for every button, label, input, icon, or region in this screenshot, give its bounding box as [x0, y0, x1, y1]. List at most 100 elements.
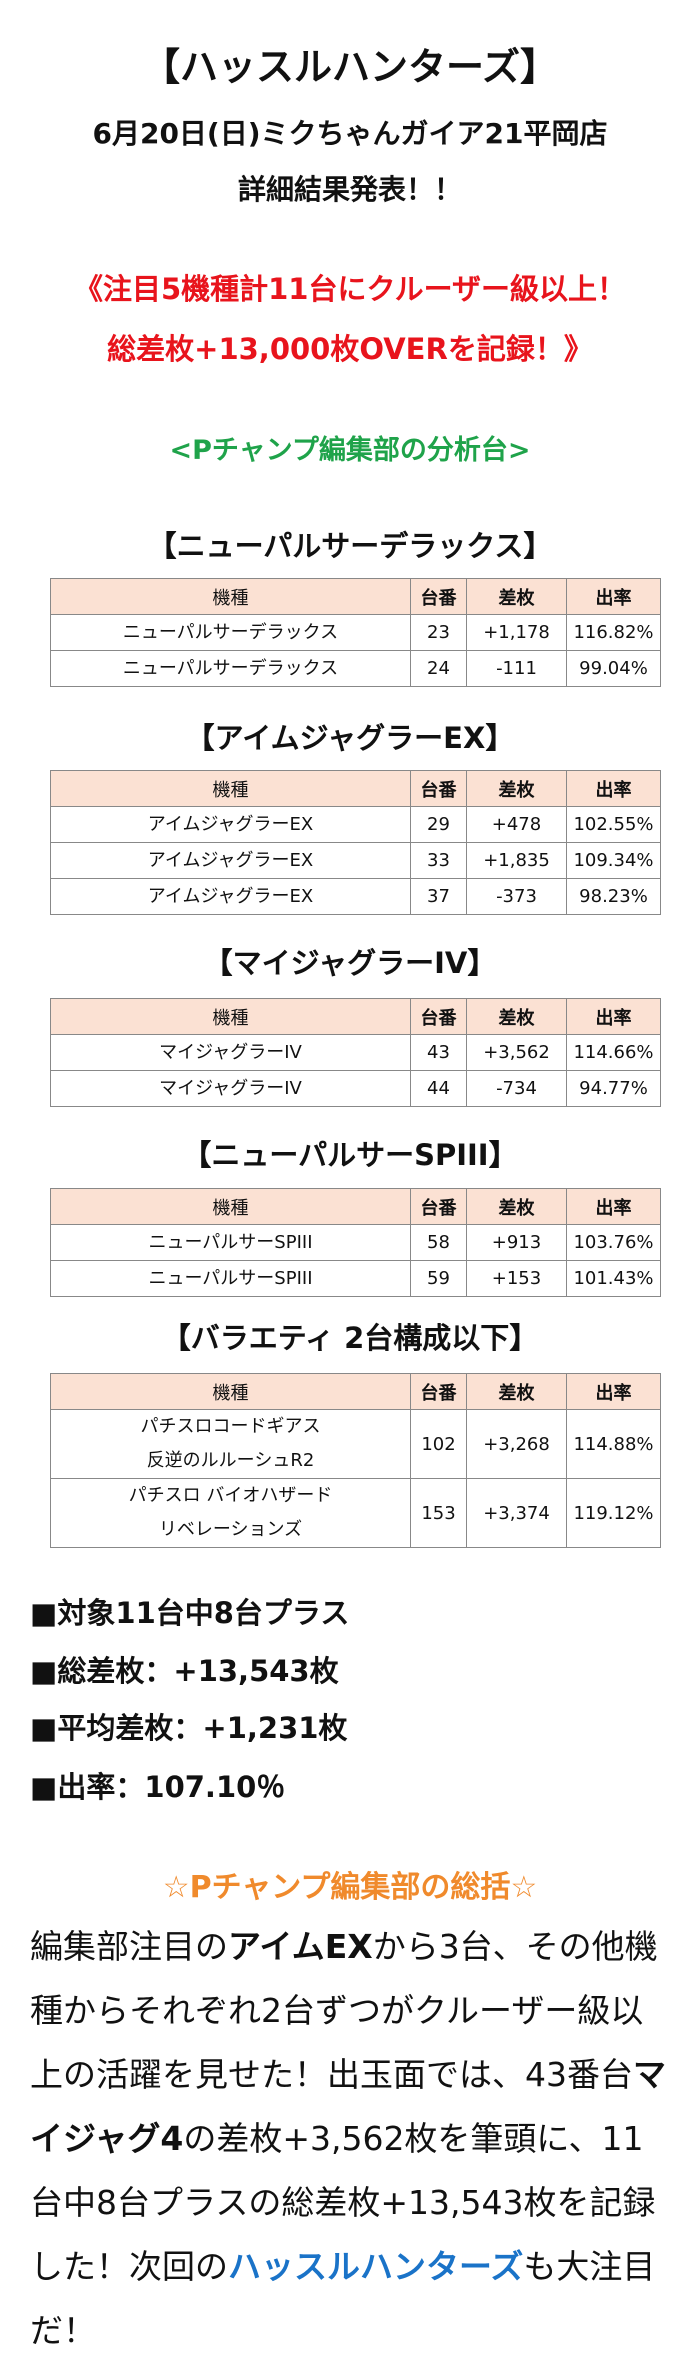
cell-line: リベレーションズ	[158, 1519, 303, 1540]
header-row: 機種 台番 差枚 出率	[50, 1188, 661, 1225]
cell-line: ニューパルサーデラックス	[122, 621, 339, 643]
row: アイムジャグラーEX 37 -373 98.23%	[50, 878, 661, 915]
row: マイジャグラーIV 44 -734 94.77%	[50, 1070, 661, 1107]
cell: +1,835	[466, 842, 567, 879]
header-row: 機種 台番 差枚 出率	[50, 578, 661, 615]
cell: 109.34%	[566, 842, 661, 879]
cell-line: パチスロコードギアス	[140, 1416, 321, 1437]
cell: +3,562	[466, 1034, 567, 1071]
subtitle: 6月20日(日)ミクちゃんガイア21平岡店	[92, 117, 608, 150]
table-heading: 【ニューパルサーデラックス】	[147, 529, 553, 563]
header-cell: 差枚	[466, 998, 567, 1035]
cell-line: ニューパルサーSPIII	[148, 1231, 313, 1253]
table: 機種 台番 差枚 出率 マイジャグラーIV 43 +3,562 114.66% マイジャグラーI…	[50, 998, 661, 1107]
cell: -111	[466, 650, 567, 687]
text: 編集部注目の	[30, 1927, 228, 1966]
cell: +913	[466, 1224, 567, 1261]
row: ニューパルサーデラックス 24 -111 99.04%	[50, 650, 661, 687]
header-cell: 出率	[566, 578, 661, 615]
cell: 114.66%	[566, 1034, 661, 1071]
header-cell: 差枚	[466, 770, 567, 807]
cell: 29	[410, 806, 467, 843]
table-heading: 【マイジャグラーIV】	[203, 946, 497, 980]
cell: ニューパルサーSPIII	[50, 1260, 411, 1297]
header-row: 機種 台番 差枚 出率	[50, 998, 661, 1035]
conclusion-text: 編集部注目のアイムEXから3台、その他機種からそれぞれ2台ずつがクルーザー級以上…	[30, 1915, 675, 2363]
summary-line: ■出率：107.10％	[30, 1770, 286, 1804]
table-heading: 【バラエティ 2台構成以下】	[161, 1321, 539, 1355]
header-cell: 機種	[50, 1373, 411, 1410]
cell: パチスロ バイオハザード リベレーションズ	[50, 1478, 411, 1548]
cell: -373	[466, 878, 567, 915]
cell: ニューパルサーデラックス	[50, 650, 411, 687]
cell-line: ニューパルサーデラックス	[122, 657, 339, 679]
row: パチスロコードギアス 反逆のルルーシュR2 102 +3,268 114.88%	[50, 1409, 661, 1479]
header-cell: 差枚	[466, 1188, 567, 1225]
cell: マイジャグラーIV	[50, 1070, 411, 1107]
header-row: 機種 台番 差枚 出率	[50, 1373, 661, 1410]
highlight: 《注目5機種計11台にクルーザー級以上！	[73, 272, 627, 306]
table-heading: 【アイムジャグラーEX】	[185, 721, 515, 755]
text: の差枚+3,562枚を筆頭に、11台中8台プラスの総差枚+13,543枚を記録し…	[30, 2119, 656, 2286]
cell: 102	[410, 1409, 467, 1479]
cell-line: 反逆のルルーシュR2	[146, 1450, 315, 1471]
row: ニューパルサーSPIII 58 +913 103.76%	[50, 1224, 661, 1261]
cell-line: マイジャグラーIV	[159, 1041, 302, 1063]
header-cell: 差枚	[466, 1373, 567, 1410]
header-cell: 出率	[566, 1188, 661, 1225]
cell: マイジャグラーIV	[50, 1034, 411, 1071]
row: ニューパルサーデラックス 23 +1,178 116.82%	[50, 614, 661, 651]
cell-line: ニューパルサーSPIII	[148, 1267, 313, 1289]
cell: 43	[410, 1034, 467, 1071]
header-cell: 出率	[566, 770, 661, 807]
cell: アイムジャグラーEX	[50, 842, 411, 879]
cell: 114.88%	[566, 1409, 661, 1479]
header-cell: 出率	[566, 1373, 661, 1410]
cell: アイムジャグラーEX	[50, 878, 411, 915]
header-cell: 機種	[50, 998, 411, 1035]
header-cell: 台番	[410, 578, 467, 615]
cell-line: アイムジャグラーEX	[147, 849, 314, 871]
cell: +3,268	[466, 1409, 567, 1479]
header-cell: 台番	[410, 1373, 467, 1410]
header-row: 機種 台番 差枚 出率	[50, 770, 661, 807]
table: 機種 台番 差枚 出率パチスロコードギアス 反逆のルルーシュR2 102 +3,268 114…	[50, 1373, 661, 1548]
row: マイジャグラーIV 43 +3,562 114.66%	[50, 1034, 661, 1071]
title: 【ハッスルハンターズ】	[141, 45, 559, 89]
row: アイムジャグラーEX 33 +1,835 109.34%	[50, 842, 661, 879]
header-cell: 台番	[410, 770, 467, 807]
table: 機種 台番 差枚 出率 アイムジャグラーEX 29 +478 102.55% アイムジャグラーE…	[50, 770, 661, 915]
header-cell: 出率	[566, 998, 661, 1035]
cell: 116.82%	[566, 614, 661, 651]
cell: ニューパルサーSPIII	[50, 1224, 411, 1261]
cell: 37	[410, 878, 467, 915]
conclusion-title: ☆Pチャンプ編集部の総括☆	[162, 1870, 538, 1905]
cell: アイムジャグラーEX	[50, 806, 411, 843]
cell: +1,178	[466, 614, 567, 651]
text: から3台、その他機種からそれぞれ2台ずつがクルーザー級以上の活躍を見せた！出玉面…	[30, 1927, 658, 2094]
table-heading: 【ニューパルサーSPIII】	[182, 1138, 518, 1172]
cell: 23	[410, 614, 467, 651]
cell: 58	[410, 1224, 467, 1261]
header-cell: 機種	[50, 578, 411, 615]
header-cell: 機種	[50, 770, 411, 807]
cell: 94.77%	[566, 1070, 661, 1107]
cell: 103.76%	[566, 1224, 661, 1261]
header-cell: 機種	[50, 1188, 411, 1225]
row: アイムジャグラーEX 29 +478 102.55%	[50, 806, 661, 843]
header-cell: 台番	[410, 1188, 467, 1225]
summary-line: ■総差枚：+13,543枚	[30, 1654, 339, 1688]
cell-line: マイジャグラーIV	[159, 1077, 302, 1099]
cell: -734	[466, 1070, 567, 1107]
cell: 59	[410, 1260, 467, 1297]
cell: 119.12%	[566, 1478, 661, 1548]
header-cell: 差枚	[466, 578, 567, 615]
cell: +478	[466, 806, 567, 843]
cell: +3,374	[466, 1478, 567, 1548]
cell: 99.04%	[566, 650, 661, 687]
section-title: <Pチャンプ編集部の分析台>	[169, 435, 531, 466]
cell: 101.43%	[566, 1260, 661, 1297]
cell: 24	[410, 650, 467, 687]
subtitle: 詳細結果発表！！	[237, 173, 462, 206]
